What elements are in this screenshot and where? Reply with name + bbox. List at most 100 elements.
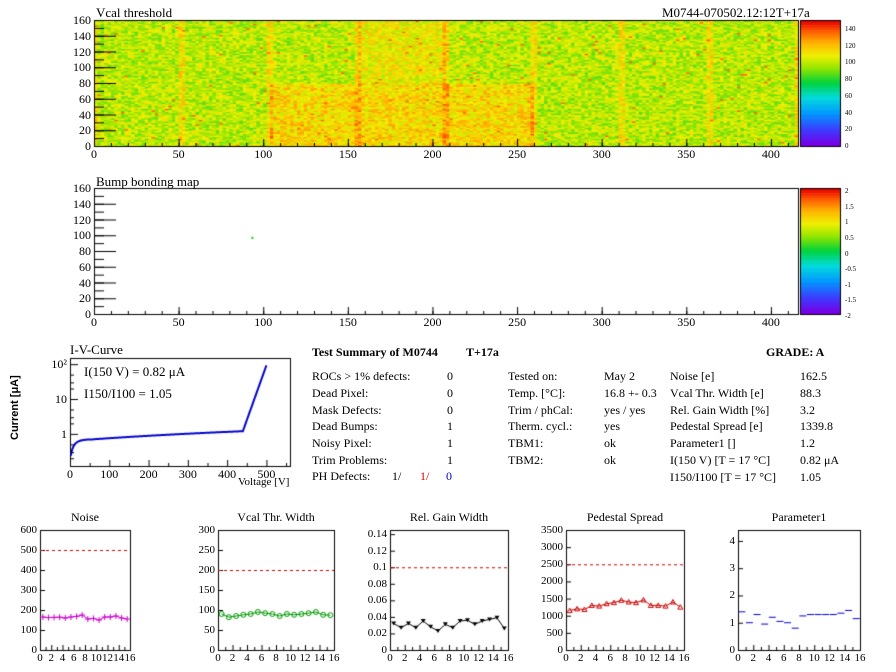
bottom-chart-x-tick: 8 bbox=[796, 652, 802, 664]
bottom-chart-x-tick: 14 bbox=[314, 652, 325, 664]
bottom-chart-title: Noise bbox=[71, 510, 99, 524]
bottom-chart-x-tick: 10 bbox=[285, 652, 296, 664]
bottom-chart-y-tick: 0 bbox=[381, 644, 388, 656]
summary-defect-label: ROCs > 1% defects: bbox=[312, 369, 411, 383]
iv-x-tick: 500 bbox=[257, 467, 276, 481]
bump-scale-tick: -0.5 bbox=[845, 265, 857, 274]
bump-x-tick: 50 bbox=[172, 315, 185, 329]
iv-annotation-current: I(150 V) = 0.82 μA bbox=[84, 364, 186, 379]
bottom-chart-x-tick: 16 bbox=[854, 652, 866, 664]
summary-condition-value: May 2 bbox=[604, 369, 635, 383]
bottom-chart-x-tick: 2 bbox=[229, 652, 236, 664]
vcal-y-tick: 80 bbox=[79, 76, 91, 90]
bottom-chart-x-tick: 10 bbox=[458, 652, 470, 664]
bump-y-tick: 100 bbox=[73, 228, 91, 243]
summary-condition-label: Trim / phCal: bbox=[508, 402, 573, 417]
iv-curve-title: I-V-Curve bbox=[70, 342, 123, 357]
bottom-chart-y-tick: 0.08 bbox=[367, 577, 387, 590]
summary-condition-value: ok bbox=[604, 436, 616, 451]
iv-x-tick: 400 bbox=[218, 467, 237, 481]
bump-x-tick: 300 bbox=[592, 315, 611, 329]
bump-scale-tick: 2 bbox=[845, 187, 849, 195]
summary-defect-value: 1 bbox=[447, 419, 453, 434]
bottom-chart-x-tick: 4 bbox=[416, 652, 423, 664]
ph-defects-value-2: 1/ bbox=[420, 469, 430, 483]
summary-defect-value: 0 bbox=[447, 402, 453, 417]
ph-defects-value-3: 0 bbox=[446, 469, 452, 483]
vcal-scale-tick: 140 bbox=[845, 25, 856, 33]
bottom-chart-x-tick: 14 bbox=[839, 652, 851, 664]
bottom-chart-x-tick: 2 bbox=[750, 652, 757, 664]
bump-scale-tick: -1.5 bbox=[845, 296, 857, 305]
bottom-chart-y-tick: 0.1 bbox=[373, 561, 387, 574]
vcal-y-tick: 100 bbox=[73, 60, 91, 75]
vcal-y-tick: 40 bbox=[79, 107, 91, 122]
bottom-chart-x-tick: 2 bbox=[578, 652, 584, 664]
summary-parameter-label: I(150 V) [T = 17 °C] bbox=[670, 453, 771, 467]
bottom-chart-y-tick: 0.04 bbox=[367, 610, 387, 623]
bump-scale-tick: -2 bbox=[845, 312, 851, 320]
summary-defect-value: 1 bbox=[447, 436, 453, 451]
bottom-chart-x-tick: 8 bbox=[446, 652, 452, 664]
bottom-chart-title: Rel. Gain Width bbox=[409, 510, 489, 524]
bump-scale-tick: -1 bbox=[845, 280, 851, 289]
bottom-chart-y-tick: 300 bbox=[20, 584, 38, 596]
bottom-chart-y-tick: 1 bbox=[729, 616, 736, 629]
bottom-chart-x-tick: 0 bbox=[563, 652, 569, 664]
bottom-chart-y-tick: 1000 bbox=[541, 609, 563, 622]
bottom-chart-x-tick: 0 bbox=[37, 652, 43, 664]
summary-title: Test Summary of M0744 bbox=[312, 345, 438, 359]
vcal-x-tick: 300 bbox=[592, 147, 611, 161]
bump-y-tick: 0 bbox=[85, 307, 91, 321]
bottom-chart-y-tick: 500 bbox=[546, 626, 564, 639]
summary-condition-label: Therm. cycl.: bbox=[508, 419, 573, 434]
bottom-chart-y-tick: 0 bbox=[31, 644, 38, 656]
summary-condition-value: yes / yes bbox=[604, 402, 646, 417]
module-label: M0744-070502.12:12T+17a bbox=[662, 5, 810, 20]
bottom-chart-y-tick: 50 bbox=[204, 624, 215, 636]
vcal-scale-tick: 120 bbox=[845, 41, 856, 50]
summary-temp-tag: T+17a bbox=[466, 345, 499, 359]
iv-x-tick: 0 bbox=[67, 467, 73, 481]
vcal-x-tick: 100 bbox=[254, 147, 273, 161]
bottom-chart-y-tick: 2000 bbox=[541, 575, 563, 588]
iv-x-tick: 300 bbox=[178, 467, 197, 481]
bottom-chart-y-tick: 500 bbox=[20, 544, 38, 556]
bump-x-tick: 200 bbox=[423, 315, 442, 329]
bottom-chart-x-tick: 8 bbox=[622, 652, 628, 664]
bump-x-tick: 400 bbox=[761, 315, 780, 329]
summary-parameter-value: 88.3 bbox=[800, 385, 821, 400]
summary-parameter-value: 1339.8 bbox=[800, 419, 833, 434]
bottom-chart-y-tick: 0 bbox=[557, 644, 564, 656]
bottom-chart-y-tick: 0.06 bbox=[367, 594, 387, 607]
vcal-y-tick: 0 bbox=[85, 139, 91, 153]
bottom-chart-y-tick: 0 bbox=[729, 644, 736, 656]
vcal-y-tick: 60 bbox=[79, 91, 91, 106]
bump-x-tick: 350 bbox=[677, 315, 696, 329]
bump-y-tick: 40 bbox=[79, 275, 91, 290]
bump-scale-tick: 0 bbox=[845, 249, 849, 258]
summary-defect-value: 0 bbox=[447, 369, 453, 383]
bottom-chart-x-tick: 12 bbox=[102, 652, 113, 664]
bump-y-tick: 20 bbox=[79, 291, 91, 306]
bottom-chart-title: Parameter1 bbox=[771, 510, 827, 524]
bump-y-tick: 140 bbox=[73, 196, 91, 211]
bottom-chart-y-tick: 3 bbox=[729, 562, 736, 575]
bottom-chart-x-tick: 12 bbox=[299, 652, 311, 664]
ph-defects-value-1: 1/ bbox=[392, 469, 402, 483]
bump-x-tick: 250 bbox=[508, 315, 527, 329]
summary-defect-label: Dead Bumps: bbox=[312, 419, 378, 434]
summary-parameter-label: Parameter1 [] bbox=[670, 436, 736, 451]
vcal-y-tick: 20 bbox=[79, 123, 91, 138]
bottom-chart-y-tick: 100 bbox=[198, 604, 216, 616]
summary-parameter-label: I150/I100 [T = 17 °C] bbox=[670, 469, 777, 484]
bottom-chart-x-tick: 16 bbox=[678, 652, 690, 664]
bottom-chart-x-tick: 4 bbox=[765, 652, 772, 664]
bottom-chart-x-tick: 8 bbox=[82, 652, 88, 664]
bump-y-tick: 80 bbox=[79, 244, 91, 258]
vcal-y-tick: 120 bbox=[73, 44, 91, 59]
bump-y-tick: 160 bbox=[73, 181, 91, 195]
vcal-x-tick: 400 bbox=[761, 147, 780, 161]
bump-x-tick: 150 bbox=[338, 315, 357, 329]
vcal-scale-tick: 20 bbox=[845, 125, 852, 134]
